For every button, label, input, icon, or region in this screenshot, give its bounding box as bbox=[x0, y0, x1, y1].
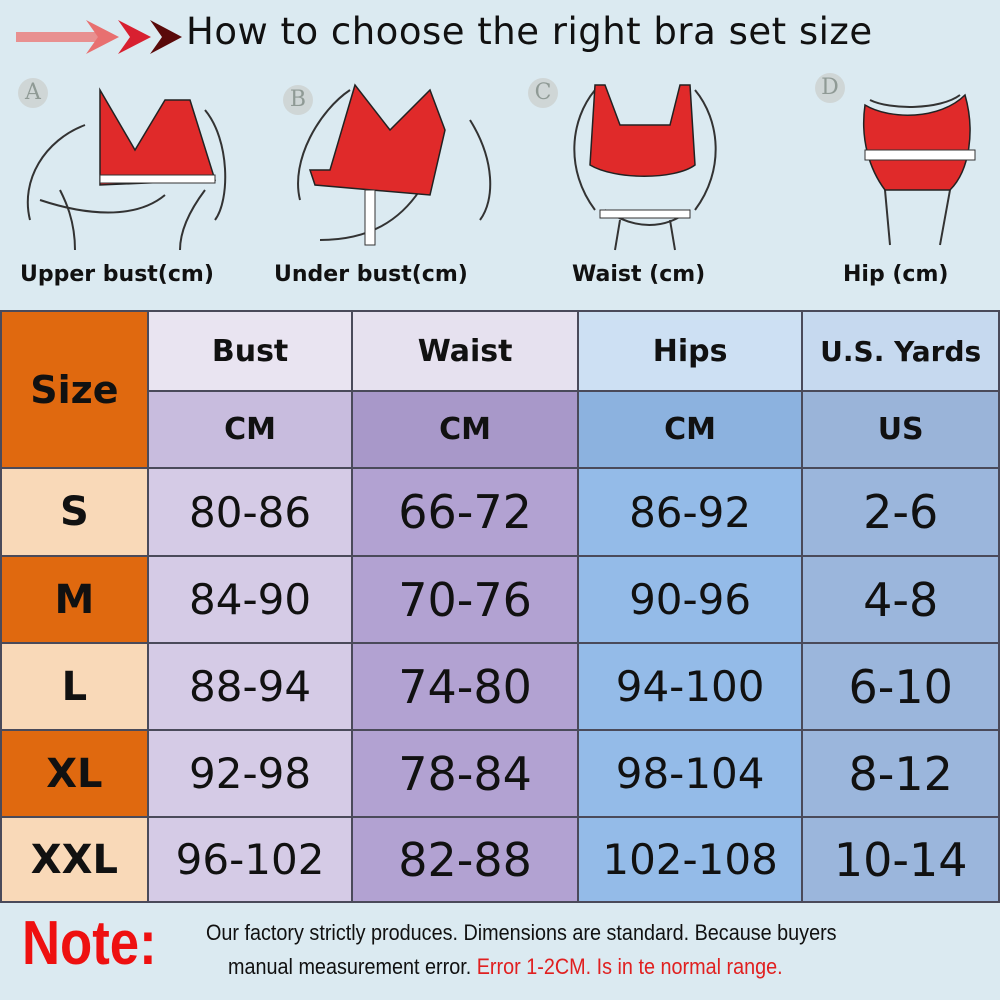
arrows-icon bbox=[16, 20, 182, 54]
note-line-2: manual measurement error. Error 1-2CM. I… bbox=[228, 954, 783, 980]
cell-bust: 92-98 bbox=[146, 729, 354, 818]
cell-hips: 90-96 bbox=[576, 555, 804, 644]
cell-bust: 88-94 bbox=[146, 642, 354, 731]
figure-hip: D bbox=[815, 70, 990, 264]
badge-c: C bbox=[528, 78, 558, 108]
upper-bust-illustration bbox=[26, 87, 227, 251]
cell-hips: 94-100 bbox=[576, 642, 804, 731]
column-header-us: U.S. Yards bbox=[801, 310, 1000, 392]
cell-us: 4-8 bbox=[801, 555, 1000, 644]
badge-b: B bbox=[283, 85, 313, 115]
size-header: Size bbox=[0, 310, 149, 469]
caption-hip: Hip (cm) bbox=[843, 262, 949, 287]
unit-us: US bbox=[801, 390, 1000, 469]
table-row: M 84-90 70-76 90-96 4-8 bbox=[0, 555, 1000, 644]
table-row: XXL 96-102 82-88 102-108 10-14 bbox=[0, 816, 1000, 903]
cell-us: 6-10 bbox=[801, 642, 1000, 731]
unit-hips: CM bbox=[576, 390, 804, 469]
header-row: Size Bust Waist Hips U.S. Yards bbox=[0, 310, 1000, 469]
table-row: XL 92-98 78-84 98-104 8-12 bbox=[0, 729, 1000, 818]
unit-row: CM CM CM US bbox=[1, 390, 1000, 469]
caption-waist: Waist (cm) bbox=[572, 262, 706, 287]
figure-under-bust: B bbox=[280, 70, 500, 264]
note-line-2-red: Error 1-2CM. Is in te normal range. bbox=[476, 954, 783, 979]
caption-upper-bust: Upper bust(cm) bbox=[20, 262, 214, 287]
figure-waist: C bbox=[528, 70, 735, 264]
unit-waist: CM bbox=[351, 390, 579, 469]
size-cell: L bbox=[0, 642, 149, 731]
cell-hips: 86-92 bbox=[576, 467, 804, 557]
cell-hips: 102-108 bbox=[576, 816, 804, 903]
cell-waist: 82-88 bbox=[351, 816, 579, 903]
cell-us: 8-12 bbox=[801, 729, 1000, 818]
badge-d: D bbox=[815, 73, 845, 103]
size-cell: XL bbox=[0, 729, 149, 818]
note-line-2-black: manual measurement error. bbox=[228, 954, 472, 979]
caption-under-bust: Under bust(cm) bbox=[274, 262, 468, 287]
cell-hips: 98-104 bbox=[576, 729, 804, 818]
figure-upper-bust: A bbox=[15, 70, 235, 264]
table-row: L 88-94 74-80 94-100 6-10 bbox=[0, 642, 1000, 731]
cell-waist: 78-84 bbox=[351, 729, 579, 818]
size-cell: XXL bbox=[0, 816, 149, 903]
cell-bust: 80-86 bbox=[146, 467, 354, 557]
note-line-1: Our factory strictly produces. Dimension… bbox=[206, 920, 837, 945]
cell-waist: 70-76 bbox=[351, 555, 579, 644]
table-row: S 80-86 66-72 86-92 2-6 bbox=[0, 467, 1000, 557]
waist-illustration bbox=[573, 84, 717, 251]
cell-bust: 96-102 bbox=[146, 816, 354, 903]
cell-us: 2-6 bbox=[801, 467, 1000, 557]
badge-a: A bbox=[18, 78, 48, 108]
column-header-hips: Hips bbox=[576, 310, 804, 392]
cell-waist: 66-72 bbox=[351, 467, 579, 557]
column-header-bust: Bust bbox=[146, 310, 354, 392]
under-bust-illustration bbox=[297, 83, 492, 246]
size-cell: S bbox=[0, 467, 149, 557]
column-header-waist: Waist bbox=[351, 310, 579, 392]
hip-illustration bbox=[862, 93, 976, 246]
size-cell: M bbox=[0, 555, 149, 644]
cell-bust: 84-90 bbox=[146, 555, 354, 644]
page-title: How to choose the right bra set size bbox=[186, 10, 873, 53]
note-label: Note: bbox=[22, 909, 157, 978]
cell-waist: 74-80 bbox=[351, 642, 579, 731]
size-table: Size Bust Waist Hips U.S. Yards CM CM CM… bbox=[0, 310, 1000, 903]
unit-bust: CM bbox=[146, 390, 354, 469]
cell-us: 10-14 bbox=[801, 816, 1000, 903]
